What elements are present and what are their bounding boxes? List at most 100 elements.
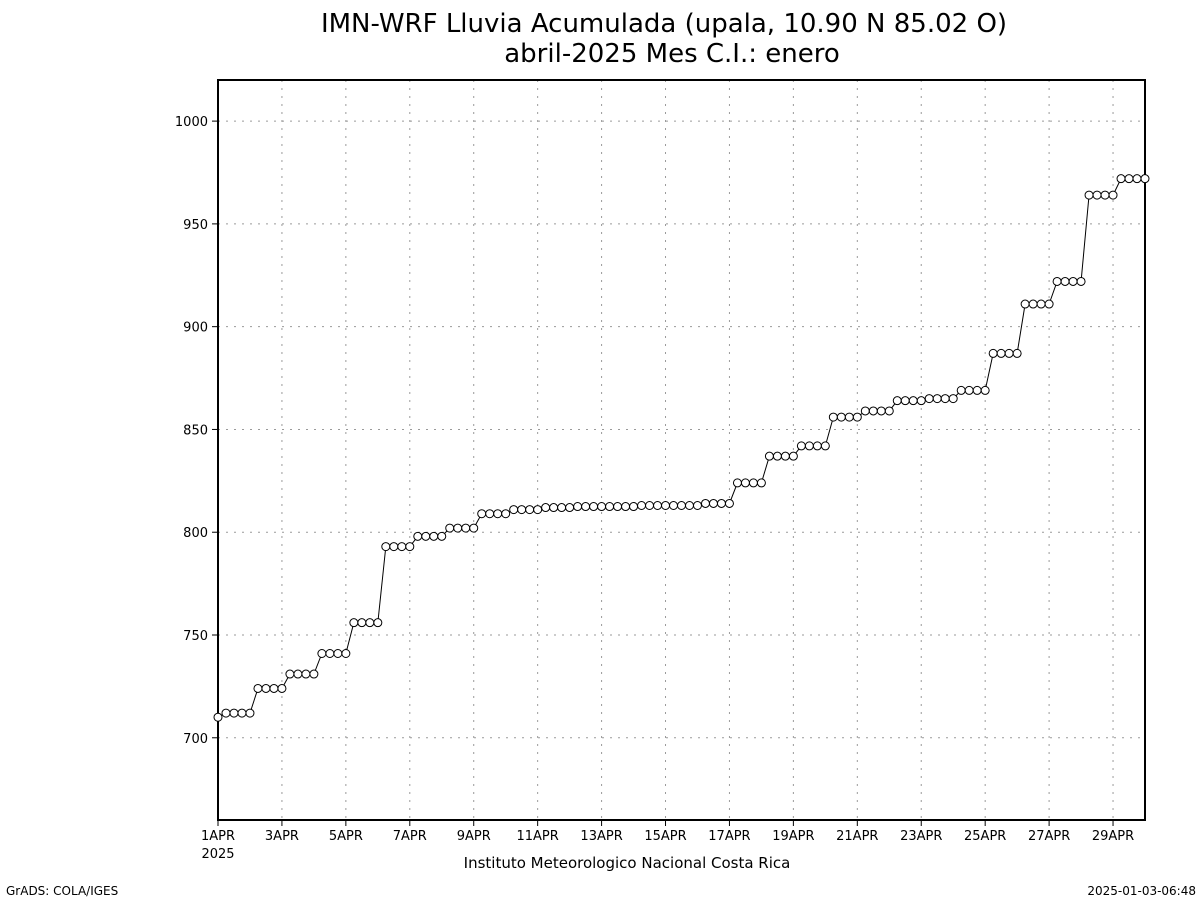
data-point — [421, 531, 431, 541]
chart-title: IMN-WRF Lluvia Acumulada (upala, 10.90 N… — [321, 9, 1007, 39]
series-line — [217, 178, 1145, 718]
data-point — [317, 649, 327, 658]
x-tick-label: 15APR — [644, 829, 686, 844]
data-point — [1116, 174, 1126, 184]
x-tick-label: 23APR — [900, 829, 942, 844]
data-point — [301, 669, 311, 679]
data-point — [836, 412, 846, 422]
data-point — [581, 502, 591, 512]
data-point — [868, 406, 878, 416]
data-point — [1036, 299, 1046, 309]
data-point — [1108, 190, 1118, 200]
y-tick-label: 800 — [183, 526, 208, 541]
grid — [217, 80, 1145, 820]
data-point — [924, 394, 934, 404]
data-point — [437, 531, 447, 541]
data-point — [828, 412, 838, 422]
data-point — [692, 501, 702, 510]
data-point — [988, 348, 998, 358]
data-point — [1012, 348, 1022, 358]
data-point — [349, 618, 359, 628]
data-point — [1004, 348, 1014, 358]
data-point — [884, 406, 894, 416]
plot-frame — [217, 79, 1146, 821]
data-point — [996, 348, 1006, 358]
data-point — [469, 523, 479, 533]
data-point — [1068, 276, 1078, 286]
data-point — [213, 712, 223, 722]
data-point — [493, 509, 503, 519]
data-point — [613, 502, 623, 512]
data-point — [740, 478, 750, 488]
x-tick-label: 19APR — [772, 829, 814, 844]
data-point — [501, 509, 511, 519]
x-tick-label: 13APR — [580, 829, 622, 844]
data-point — [1052, 276, 1062, 286]
y-tick-label: 700 — [183, 732, 208, 747]
x-tick-label: 9APR — [457, 829, 491, 844]
data-point — [900, 396, 910, 406]
data-point — [677, 501, 686, 510]
footer-timestamp: 2025-01-03-06:48 — [1087, 884, 1196, 898]
data-point — [796, 441, 806, 451]
data-point — [341, 649, 351, 658]
y-tick-label: 1000 — [175, 115, 208, 130]
data-point — [221, 708, 231, 718]
data-point — [748, 478, 758, 488]
data-point — [1076, 276, 1086, 286]
data-point — [589, 502, 599, 512]
data-point — [844, 412, 854, 422]
data-point — [253, 683, 263, 693]
chart-subtitle: abril-2025 Mes C.I.: enero — [504, 39, 840, 69]
data-point — [645, 501, 655, 510]
data-point — [397, 542, 407, 552]
data-point — [916, 396, 926, 406]
x-tick-label: 3APR — [265, 829, 299, 844]
footer-credit: GrADS: COLA/IGES — [6, 884, 118, 898]
x-tick-label: 5APR — [329, 829, 363, 844]
data-point — [892, 396, 902, 406]
data-point — [237, 708, 247, 718]
y-tick-label: 950 — [183, 218, 208, 233]
data-point — [293, 669, 303, 679]
x-tick-label: 7APR — [393, 829, 427, 844]
data-point — [1140, 174, 1150, 184]
data-point — [445, 523, 455, 533]
data-point — [732, 478, 742, 488]
data-point — [852, 412, 862, 422]
data-point — [1132, 174, 1142, 184]
data-point — [820, 441, 830, 451]
data-point — [1084, 190, 1094, 200]
x-tick-label: 25APR — [964, 829, 1006, 844]
data-point — [788, 451, 798, 461]
data-point — [621, 502, 631, 512]
data-point — [245, 708, 255, 718]
x-tick-label: 21APR — [836, 829, 878, 844]
axes: 700 750 800 850 900 950 1000 1APR 3APR 5APR 7APR 9A… — [175, 79, 1146, 844]
x-tick-label: 17APR — [708, 829, 750, 844]
data-point — [653, 501, 663, 510]
data-point — [373, 618, 383, 628]
data-point — [804, 441, 814, 451]
data-point — [485, 509, 495, 519]
data-point — [724, 498, 734, 508]
data-point — [365, 618, 375, 628]
data-point — [565, 503, 575, 513]
data-point — [684, 501, 694, 510]
data-point — [1020, 299, 1030, 309]
data-point — [1124, 174, 1134, 184]
data-point — [477, 509, 487, 519]
data-point — [461, 523, 471, 533]
data-point — [597, 502, 607, 512]
data-point — [333, 649, 343, 658]
data-point — [756, 478, 766, 488]
data-point — [389, 542, 399, 552]
data-point — [964, 385, 974, 395]
data-point — [780, 451, 790, 461]
data-point — [980, 385, 990, 395]
data-point — [1100, 190, 1110, 200]
data-point — [413, 531, 423, 541]
data-point — [932, 394, 942, 404]
data-point — [629, 502, 639, 512]
